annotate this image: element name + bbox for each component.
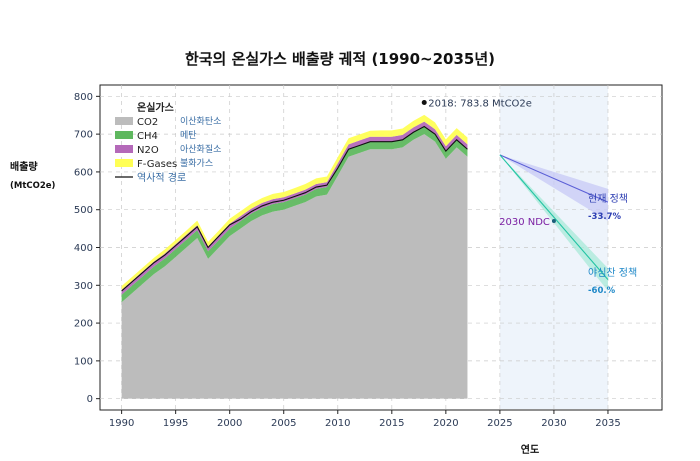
legend-swatch-co2 — [115, 117, 133, 125]
y-tick-label: 0 — [87, 394, 93, 405]
scenario-current-band — [499, 154, 608, 222]
y-axis-unit: (MtCO2e) — [10, 181, 56, 191]
x-tick-label: 2030 — [541, 418, 566, 429]
y-tick-label: 700 — [74, 130, 93, 141]
historical-path-line — [121, 125, 468, 292]
x-tick-label: 2005 — [271, 418, 296, 429]
legend-title: 온실가스 — [137, 101, 174, 114]
y-tick-label: 800 — [74, 92, 93, 103]
y-tick-label: 100 — [74, 356, 93, 367]
area-layers — [121, 114, 468, 399]
legend-ko-co2: 이산화탄소 — [180, 116, 221, 127]
legend-swatch-ch4 — [115, 131, 133, 139]
x-tick-label: 2025 — [487, 418, 512, 429]
legend: 온실가스 CO2 이산화탄소 CH4 메탄 N2O 아산화질소 F-Gases … — [115, 101, 221, 184]
scenario-current-label: 현재 정책 — [588, 193, 628, 205]
ndc-annotation: 2030 NDC — [499, 217, 550, 228]
peak-marker — [421, 99, 427, 105]
scenario-ambitious-line — [499, 154, 609, 280]
x-tick-label: 2020 — [433, 418, 458, 429]
x-tick-label: 2015 — [379, 418, 404, 429]
scenario-ambitious-label: 야심찬 정책 — [588, 267, 637, 279]
x-tick-label: 2000 — [217, 418, 242, 429]
scenario-current-pct: -33.7% — [588, 212, 621, 222]
legend-label-n2o: N2O — [137, 145, 159, 156]
y-tick-label: 400 — [74, 243, 93, 254]
legend-swatch-fgas — [115, 159, 133, 167]
legend-ko-ch4: 메탄 — [180, 130, 197, 141]
area-ch4 — [121, 126, 468, 303]
legend-ko-fgas: 불화가스 — [180, 158, 213, 169]
y-tick-label: 600 — [74, 167, 93, 178]
scenario-ambitious-pct: -60.% — [588, 286, 616, 296]
scenario-current-line — [499, 154, 609, 203]
annotations: 2018: 783.8 MtCO2e 2030 NDC — [421, 98, 556, 228]
ndc-marker — [551, 219, 556, 224]
area-fgas — [121, 114, 468, 290]
x-axis-ticks: 1990 1995 2000 2005 2010 2015 2020 2025 2030 2035 — [109, 410, 621, 429]
x-tick-label: 2035 — [595, 418, 620, 429]
x-tick-label: 2010 — [325, 418, 350, 429]
x-tick-label: 1995 — [163, 418, 188, 429]
area-co2 — [121, 134, 468, 399]
legend-ko-historical: 역사적 경로 — [137, 171, 186, 184]
legend-ko-n2o: 아산화질소 — [180, 143, 221, 155]
y-tick-label: 500 — [74, 205, 93, 216]
y-axis-title: 배출량 — [10, 160, 38, 173]
x-axis-title: 연도 — [521, 443, 539, 456]
x-tick-label: 1990 — [109, 418, 134, 429]
legend-label-co2: CO2 — [137, 117, 158, 128]
legend-swatch-n2o — [115, 145, 133, 153]
legend-label-ch4: CH4 — [137, 131, 158, 142]
y-tick-label: 200 — [74, 319, 93, 330]
y-axis-ticks: 0 100 200 300 400 500 600 700 800 — [74, 92, 100, 405]
y-tick-label: 300 — [74, 281, 93, 292]
legend-label-fgas: F-Gases — [137, 159, 177, 170]
chart-title: 한국의 온실가스 배출량 궤적 (1990~2035년) — [185, 50, 495, 68]
peak-annotation: 2018: 783.8 MtCO2e — [428, 98, 532, 109]
scenario-labels: 현재 정책 -33.7% 야심찬 정책 -60.% — [588, 193, 637, 296]
